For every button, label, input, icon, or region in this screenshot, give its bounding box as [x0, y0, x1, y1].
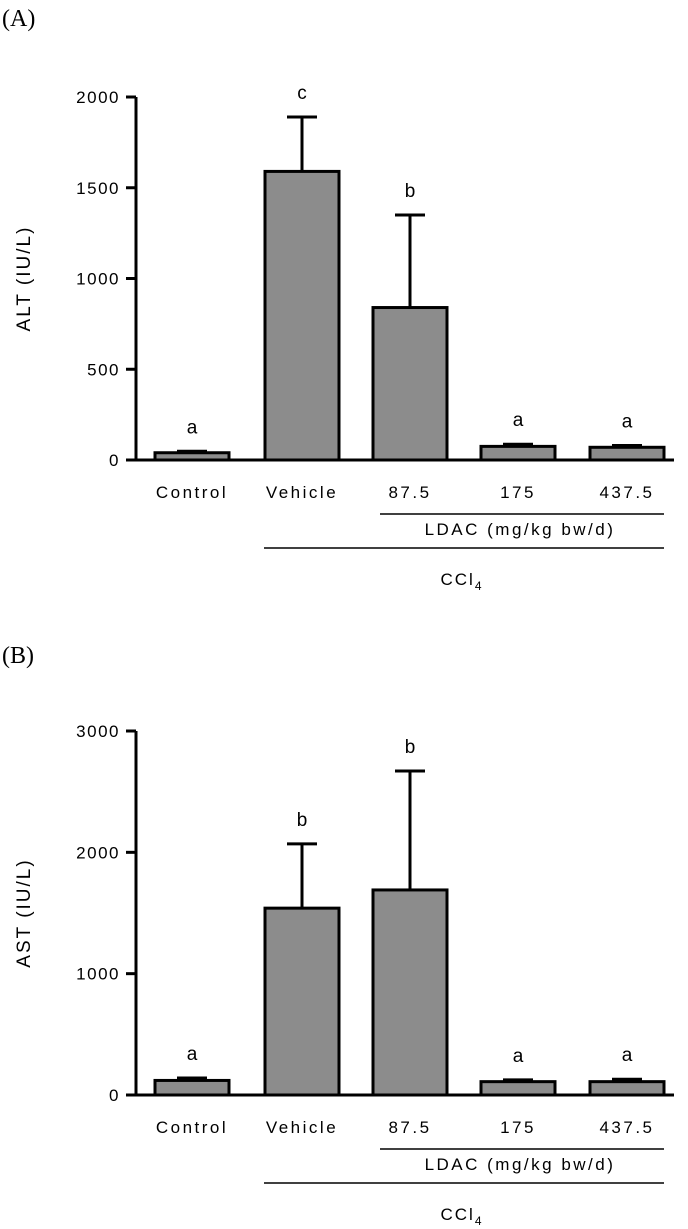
significance-letter: a [187, 417, 198, 438]
y-tick-label: 1000 [76, 965, 120, 984]
bar-87-5 [371, 888, 449, 1097]
y-tick-label: 0 [109, 1086, 120, 1105]
x-tick-label: Vehicle [266, 483, 338, 502]
x-tick-label: 87.5 [388, 1118, 431, 1137]
bar-vehicle [263, 906, 341, 1097]
x-tick-label: Vehicle [266, 1118, 338, 1137]
y-tick-label: 2000 [76, 843, 120, 862]
y-axis-label: ALT (IU/L) [14, 226, 35, 332]
significance-letter: a [187, 1044, 198, 1065]
bar-control [153, 1078, 231, 1097]
x-tick-label: 175 [500, 1118, 536, 1137]
x-tick-label: 437.5 [599, 1118, 654, 1137]
y-tick-label: 0 [109, 451, 120, 470]
significance-letter: b [405, 737, 416, 758]
x-tick-label: 175 [500, 483, 536, 502]
significance-letter: a [513, 410, 524, 431]
bar-437-5 [588, 445, 666, 462]
y-tick-label: 1000 [76, 270, 120, 289]
bar-vehicle [263, 169, 341, 462]
dose-group-label: LDAC (mg/kg bw/d) [425, 520, 616, 539]
panel-label: (A) [2, 6, 35, 32]
significance-letter: c [297, 83, 307, 104]
chart-panel-a: (A) ALT (IU/L) a Control c Vehicle b 87.5 a 175 a 4… [2, 6, 674, 593]
significance-letter: a [513, 1046, 524, 1067]
bar-175 [479, 444, 557, 462]
x-tick-label: 437.5 [599, 483, 654, 502]
y-tick-label: 2000 [76, 88, 120, 107]
bar-175 [479, 1080, 557, 1097]
significance-letter: a [622, 411, 633, 432]
dose-group-label: LDAC (mg/kg bw/d) [425, 1155, 616, 1174]
x-tick-label: Control [156, 1118, 228, 1137]
y-tick-label: 1500 [76, 179, 120, 198]
treatment-label: CCl4 [440, 1205, 483, 1228]
bar-437-5 [588, 1080, 666, 1097]
bar-87-5 [371, 306, 449, 462]
y-axis-label: AST (IU/L) [14, 858, 35, 967]
significance-letter: a [622, 1045, 633, 1066]
x-tick-label: 87.5 [388, 483, 431, 502]
treatment-label-main: CCl [440, 570, 474, 589]
y-tick-label: 500 [87, 360, 120, 379]
treatment-label: CCl4 [440, 570, 483, 593]
treatment-label-subscript: 4 [475, 579, 484, 593]
treatment-label-subscript: 4 [475, 1214, 484, 1228]
panel-label: (B) [2, 643, 34, 669]
significance-letter: b [405, 181, 416, 202]
treatment-label-main: CCl [440, 1205, 474, 1224]
y-tick-label: 3000 [76, 722, 120, 741]
x-tick-label: Control [156, 483, 228, 502]
chart-panel-b: (B) AST (IU/L) a Control b Vehicle b 87.5 a 175 a 4… [2, 643, 674, 1228]
significance-letter: b [297, 810, 308, 831]
